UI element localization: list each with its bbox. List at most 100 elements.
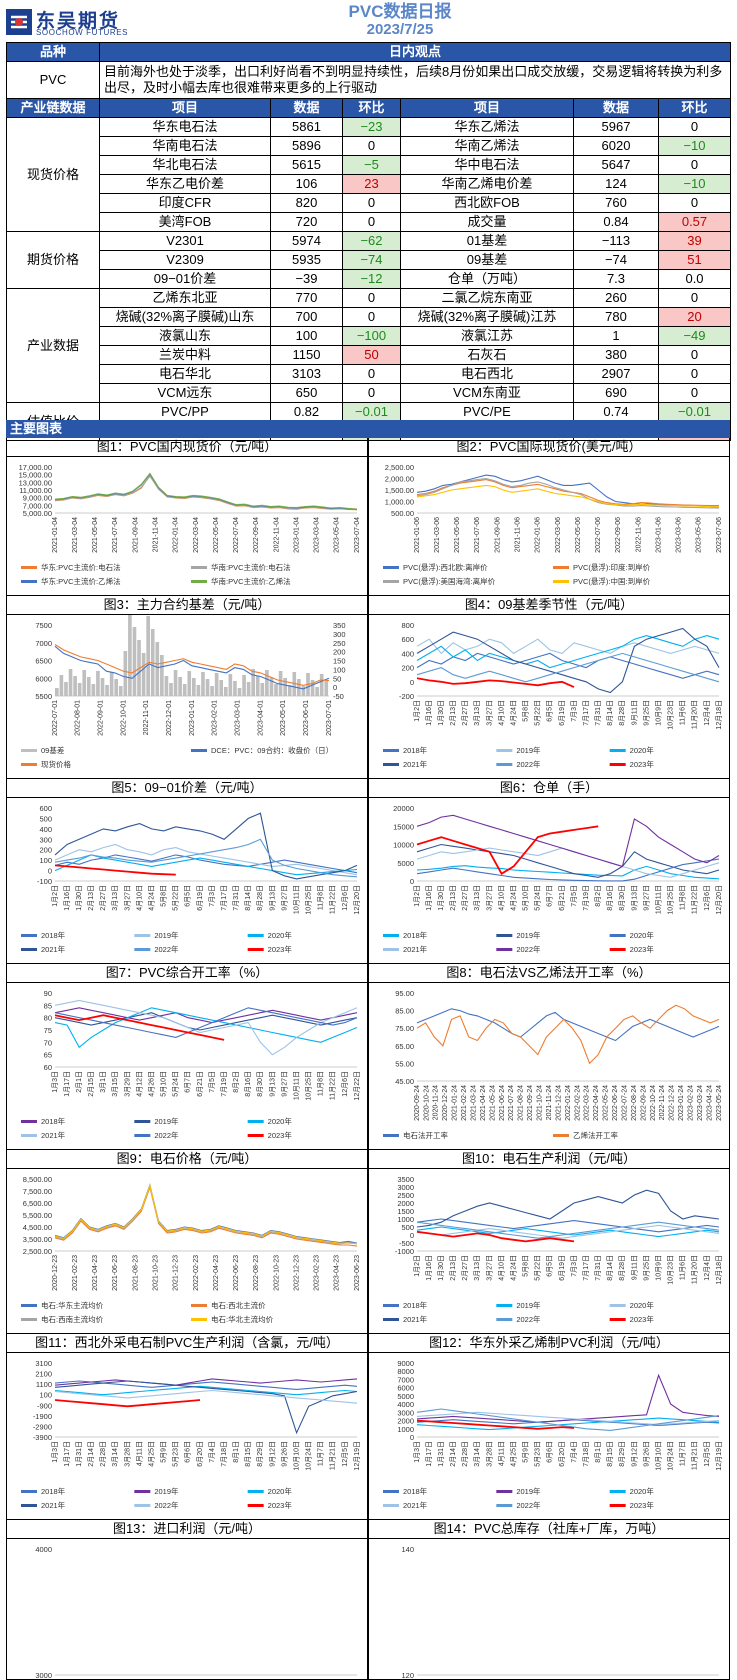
x-tick-label: 4月24日	[509, 1255, 517, 1281]
y-tick-label: 6000	[35, 674, 52, 683]
item-cell: 09基差	[400, 250, 574, 270]
x-tick-label: 9月27日	[280, 885, 288, 911]
y-tick-label: 2100	[35, 1370, 52, 1379]
change-cell: 0	[342, 288, 401, 308]
x-tick-label: 2月28日	[461, 1441, 469, 1467]
value-cell: 0.84	[573, 212, 659, 232]
x-tick-label: 3月13日	[473, 1255, 481, 1281]
y-tick-label: 6000	[397, 1384, 414, 1393]
legend-swatch	[609, 1318, 626, 1321]
x-tick-label: 10月9日	[654, 700, 662, 726]
legend-label: 2020年	[630, 1486, 655, 1496]
legend-swatch	[134, 1134, 151, 1137]
legend-label: 乙烯法开工率	[573, 1130, 618, 1140]
y-tick-label: 13,000.00	[19, 478, 52, 487]
legend-label: 电石:西南主流均价	[41, 1314, 104, 1324]
y-tick-label: 500	[39, 814, 52, 823]
x-tick-label: 6月20日	[196, 1441, 204, 1467]
x-tick-label: 6月19日	[558, 700, 566, 726]
x-tick-label: 2021-02-23	[72, 1255, 79, 1291]
legend-swatch	[21, 1304, 37, 1307]
y-tick-label: 500	[401, 1223, 414, 1232]
x-tick-label: 5月8日	[522, 1255, 530, 1277]
x-tick-label: 8月30日	[256, 1071, 264, 1097]
x-tick-label: 5月10日	[160, 1071, 168, 1097]
x-tick-label: 1月31日	[437, 1441, 445, 1467]
y-tick-label: 1000	[397, 1215, 414, 1224]
x-tick-label: 1月30日	[437, 885, 445, 911]
x-tick-label: 2023-05-04	[334, 517, 341, 553]
change-cell: 0	[657, 288, 732, 308]
item-cell: 华东乙烯法	[400, 117, 574, 137]
x-tick-label: 10月25日	[305, 885, 313, 915]
x-tick-label: 2020-12-23	[52, 1255, 59, 1291]
table-row: 印度CFR 820 0 西北欧FOB 760 0	[7, 193, 732, 213]
y-tick-label: 4000	[397, 1400, 414, 1409]
change-cell: −74	[342, 250, 401, 270]
legend-swatch	[496, 1490, 513, 1493]
y-tick-label: -900	[37, 1401, 52, 1410]
x-tick-label: 8月1日	[594, 1441, 602, 1463]
x-tick-label: 1月31日	[75, 1441, 83, 1467]
series-line	[416, 1221, 720, 1239]
item-cell: 电石西北	[400, 364, 574, 384]
legend-swatch	[247, 1504, 264, 1507]
x-tick-label: 2021-05-04	[92, 517, 99, 553]
legend-swatch	[383, 1318, 399, 1321]
chart-panel: 图5：09−01价差（元/吨） 600 500 400 300 200 100 0 -100 1月…	[6, 779, 368, 964]
legend-label: 2019年	[154, 930, 179, 940]
chart-panel: 图7：PVC综合开工率（%） 90 85 80 75 70 65 60 1月3日 1月17日 2月1…	[6, 964, 368, 1150]
x-tick-label: 10月11日	[654, 885, 662, 914]
y-tick-label: 2,500.00	[385, 463, 414, 472]
chart-title: 图1：PVC国内现货价（元/吨）	[7, 438, 367, 457]
x-tick-label: 2021-09-04	[132, 517, 139, 553]
y-tick-label: 0	[410, 678, 414, 687]
x-tick-label: 4月10日	[497, 700, 505, 726]
x-tick-label: 2023-07-06	[716, 517, 723, 553]
legend-label: 2019年	[154, 1116, 179, 1126]
x-tick-label: 2022-02-23	[193, 1255, 200, 1291]
x-tick-label: 2023-05-24	[716, 1085, 723, 1121]
legend-swatch	[496, 1304, 513, 1307]
value-cell: −113	[573, 231, 659, 251]
x-tick-label: 11月6日	[679, 700, 687, 725]
value-cell: 5647	[573, 155, 659, 175]
x-tick-label: 2023-05-01	[280, 700, 287, 736]
value-cell: 780	[573, 307, 659, 327]
x-tick-label: 5月23日	[534, 1441, 542, 1467]
legend-swatch	[383, 580, 399, 583]
y-tick-label: 7500	[35, 621, 52, 630]
x-tick-label: 3月15日	[111, 1071, 119, 1097]
x-tick-label: 2021-09-24	[527, 1085, 534, 1121]
series-line	[416, 1008, 720, 1042]
y-tick-label: 200	[401, 664, 414, 673]
legend-label: 2018年	[403, 1300, 428, 1310]
y2-tick-label: -50	[333, 692, 344, 701]
x-tick-label: 2022-08-01	[75, 700, 82, 736]
column-header: 环比	[342, 98, 401, 118]
y2-tick-label: 100	[333, 665, 346, 674]
x-tick-label: 2021-08-23	[132, 1255, 139, 1291]
item-cell: V2301	[99, 231, 271, 251]
legend-label: 2022年	[154, 1500, 179, 1510]
value-cell: 124	[573, 174, 659, 194]
series-line	[54, 843, 358, 876]
x-tick-label: 2023-06-23	[354, 1255, 361, 1291]
legend-swatch	[609, 749, 626, 752]
table-row: 产业数据 乙烯东北亚 770 0 二氯乙烷东南亚 260 0	[6, 288, 732, 403]
x-tick-label: 10月10日	[654, 1441, 662, 1471]
x-tick-label: 12月19日	[353, 1441, 361, 1471]
legend-swatch	[134, 948, 151, 951]
x-tick-label: 1月2日	[413, 885, 421, 907]
y-tick-label: 80	[44, 1014, 52, 1023]
chart-panel: 图14：PVC总库存（社库+厂库，万吨） 140 120	[368, 1520, 730, 1680]
x-tick-label: 9月11日	[630, 700, 638, 725]
basis-bars	[55, 615, 329, 696]
logo-text-cn: 东吴期货	[36, 11, 121, 32]
company-logo: 东吴期货 SOOCHOW FUTURES	[6, 6, 146, 38]
legend-label: 2022年	[154, 1130, 179, 1140]
basis-bar	[201, 672, 205, 696]
y-tick-label: 1100	[36, 1380, 52, 1389]
